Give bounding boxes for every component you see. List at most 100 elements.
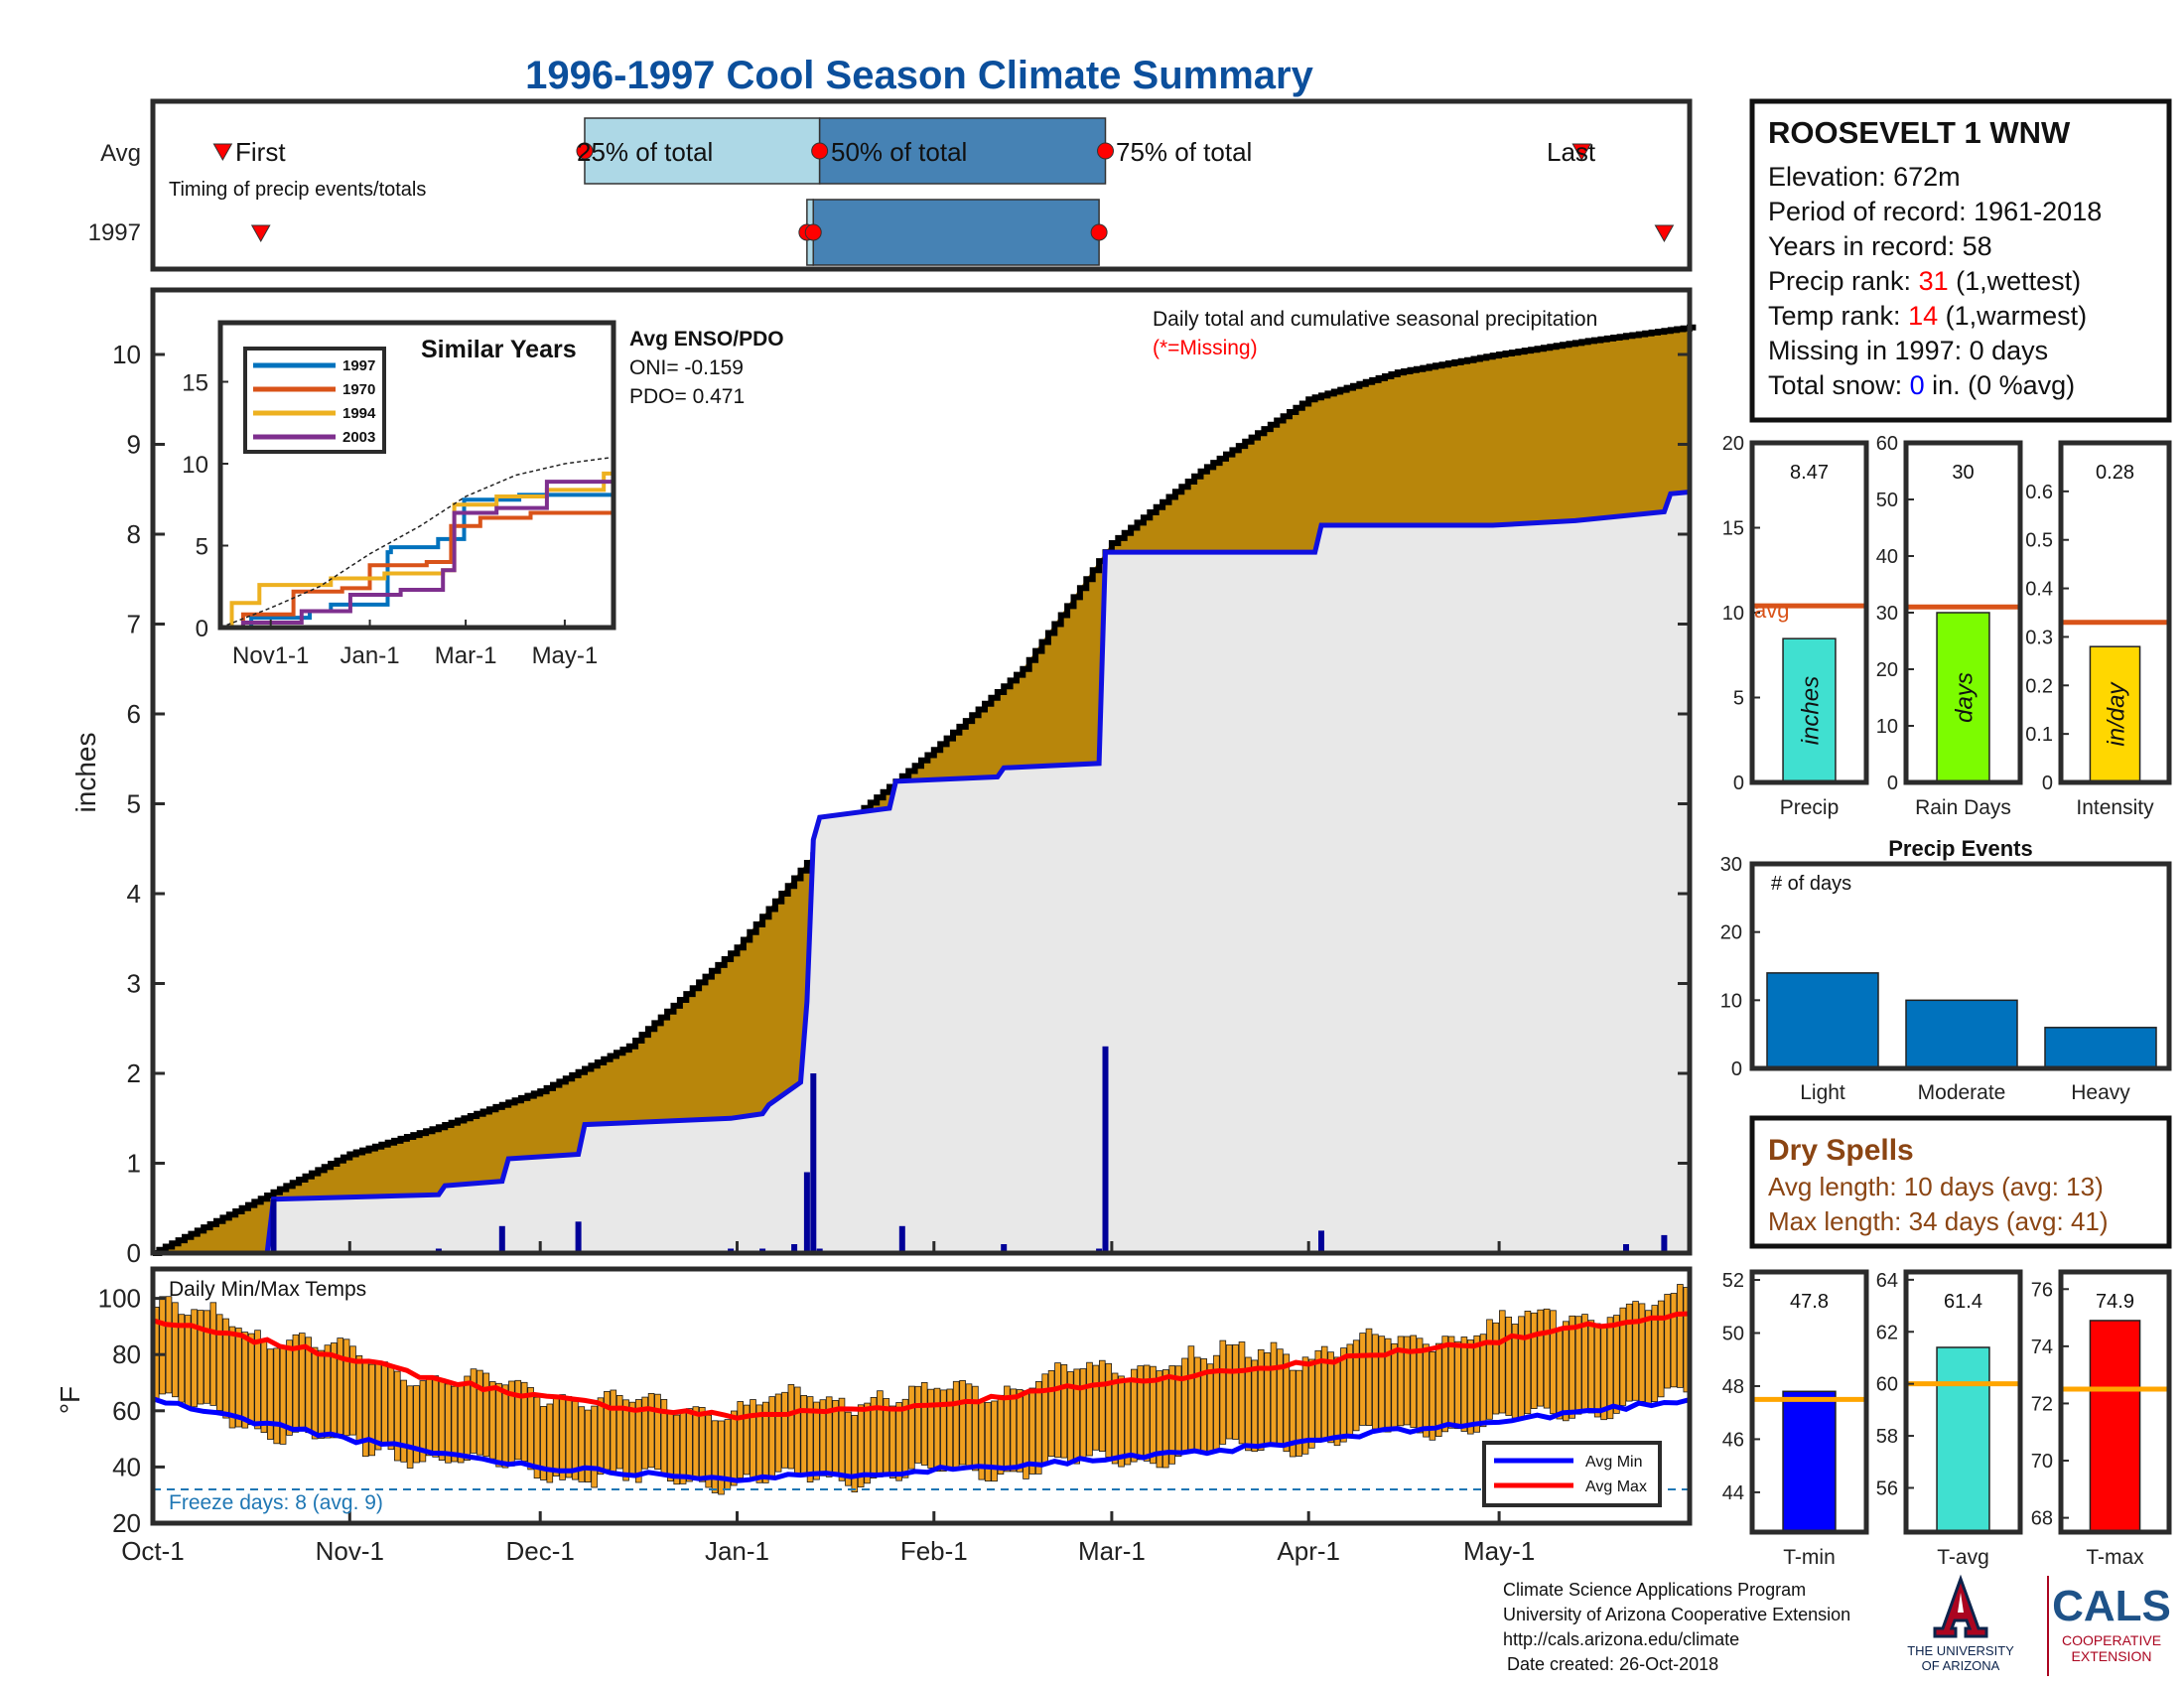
daily-temp-bar xyxy=(1593,1323,1601,1418)
intensity-panel: 0 0.1 0.2 0.3 0.4 0.5 0.6 0.28 Intensity in/day xyxy=(2025,440,2172,819)
intensity-y-tick-label: 0.1 xyxy=(2025,724,2053,746)
daily-temp-bar xyxy=(159,1296,166,1395)
daily-temp-bar xyxy=(895,1402,902,1481)
intensity-y-tick-label: 0.2 xyxy=(2025,675,2053,697)
daily-temp-bar xyxy=(628,1401,636,1477)
daily-temp-bar xyxy=(1137,1365,1145,1461)
daily-temp-bar xyxy=(1251,1359,1259,1453)
inset-y-tick-label: 10 xyxy=(182,452,208,479)
daily-temp-bar xyxy=(514,1379,522,1461)
tmax-bar xyxy=(2089,1320,2141,1533)
precip-y-tick-label: 8 xyxy=(127,519,141,549)
footer-university: University of Arizona Cooperative Extens… xyxy=(1503,1605,1850,1624)
rain-days-bar xyxy=(1936,612,1990,783)
tmin-value-label: 47.8 xyxy=(1790,1291,1829,1313)
tmin-frame xyxy=(1749,1269,1869,1535)
daily-temp-bar xyxy=(1156,1370,1163,1469)
precip-avg-label: avg xyxy=(1754,598,1789,623)
daily-temp-bar xyxy=(1441,1336,1449,1433)
daily-temp-bar xyxy=(888,1405,896,1478)
daily-temp-bar xyxy=(1454,1340,1461,1430)
daily-temp-bar xyxy=(222,1318,229,1419)
precip-y-tick-label: 3 xyxy=(127,969,141,999)
daily-precip-bar xyxy=(270,1198,277,1253)
daily-temp-bar xyxy=(920,1382,928,1466)
precip-events-bar xyxy=(2044,1027,2157,1069)
daily-temp-bar xyxy=(1505,1317,1513,1416)
timing-subtitle: Timing of precip events/totals xyxy=(169,179,426,201)
daily-temp-bar xyxy=(464,1375,471,1461)
daily-temp-bar xyxy=(1479,1334,1487,1428)
daily-temp-bar xyxy=(1308,1358,1315,1449)
temp-rank-note: (1,warmest) xyxy=(1938,301,2087,331)
daily-temp-bar xyxy=(851,1415,859,1493)
intensity-y-tick-label: 0.5 xyxy=(2025,530,2053,552)
daily-temp-bar xyxy=(247,1333,255,1426)
daily-temp-bar xyxy=(1543,1308,1551,1409)
dry-spells-avg: Avg length: 10 days (avg: 13) xyxy=(1768,1172,2104,1201)
daily-temp-bar xyxy=(374,1362,382,1451)
daily-temp-bar xyxy=(1613,1315,1620,1414)
intensity-y-tick-label: 0.6 xyxy=(2025,482,2053,503)
daily-temp-bar xyxy=(762,1401,769,1483)
timing-row-avg: Avg xyxy=(100,140,141,167)
temp-stat-panels: 44 46 48 50 52 47.8 T-min 56 58 60 62 64 61.4 T-avg 68… xyxy=(1722,1269,2172,1569)
daily-temp-bar xyxy=(1277,1348,1284,1446)
daily-temp-bar xyxy=(679,1412,687,1484)
daily-temp-bar xyxy=(965,1383,973,1471)
daily-temp-bar xyxy=(1079,1368,1087,1459)
daily-temp-bar xyxy=(565,1396,573,1478)
daily-temp-bar xyxy=(997,1394,1005,1476)
similar-years-title: Similar Years xyxy=(421,336,577,363)
timing-bar-50-75 xyxy=(818,117,1107,185)
precip-events-y-tick-label: 0 xyxy=(1731,1058,1742,1080)
rain-days-y-tick-label: 0 xyxy=(1887,773,1898,794)
daily-temp-bar xyxy=(857,1404,865,1488)
daily-temp-bar xyxy=(1416,1337,1424,1434)
intensity-value-label: 0.28 xyxy=(2096,462,2134,484)
similar-years-legend-items: 1997 1970 1994 2003 xyxy=(253,357,376,446)
daily-temp-bar xyxy=(819,1399,827,1477)
daily-temp-bar xyxy=(1010,1388,1018,1473)
footer-url: http://cals.arizona.edu/climate xyxy=(1503,1629,1739,1649)
daily-temp-bar xyxy=(355,1355,363,1443)
tmax-frame xyxy=(2058,1269,2172,1535)
daily-temp-bar xyxy=(368,1363,375,1457)
daily-temp-bar xyxy=(647,1393,655,1469)
timing-event-marker xyxy=(212,143,233,162)
similar-years-plot xyxy=(219,456,615,630)
daily-temp-bar xyxy=(286,1339,293,1436)
similar-year-line-2003 xyxy=(220,480,614,630)
daily-temp-bar xyxy=(1238,1341,1246,1445)
daily-temp-bar xyxy=(482,1372,490,1458)
precip-y-tick-label: 6 xyxy=(127,699,141,729)
precip-value-label: 8.47 xyxy=(1790,462,1829,484)
precip-events-category-label: Moderate xyxy=(1918,1081,2006,1104)
daily-precip-bar xyxy=(898,1225,905,1253)
date-x-tick-label: Mar-1 xyxy=(1078,1536,1146,1566)
daily-precip-bar xyxy=(1661,1234,1668,1253)
daily-temp-bar xyxy=(1004,1385,1011,1473)
enso-title: Avg ENSO/PDO xyxy=(629,328,784,351)
daily-temp-bar xyxy=(228,1326,236,1429)
precip-events-bar xyxy=(1905,999,2018,1069)
daily-temp-bar xyxy=(1563,1321,1570,1422)
legend-year-2003: 2003 xyxy=(342,429,375,446)
daily-temp-bar xyxy=(488,1381,496,1460)
daily-temp-bar xyxy=(622,1399,629,1481)
tmax-y-tick-label: 74 xyxy=(2031,1336,2053,1358)
temp-rank-label: Temp rank: xyxy=(1768,301,1908,331)
precip-y-tick-label: 0 xyxy=(1733,773,1744,794)
daily-temp-bar xyxy=(673,1414,680,1485)
snow-note: in. (0 %avg) xyxy=(1925,370,2076,400)
temp-plot-area xyxy=(152,1284,1691,1495)
daily-temp-bar xyxy=(1473,1335,1481,1433)
date-x-tick-label: Nov-1 xyxy=(316,1536,384,1566)
daily-temp-bar xyxy=(241,1332,249,1429)
temp-rank-value: 14 xyxy=(1908,301,1938,331)
daily-temp-bar xyxy=(984,1402,992,1481)
daily-temp-bar xyxy=(387,1364,395,1451)
temp-y-axis: 20 40 60 80 100 xyxy=(98,1284,165,1538)
tavg-y-tick-label: 64 xyxy=(1876,1270,1898,1292)
